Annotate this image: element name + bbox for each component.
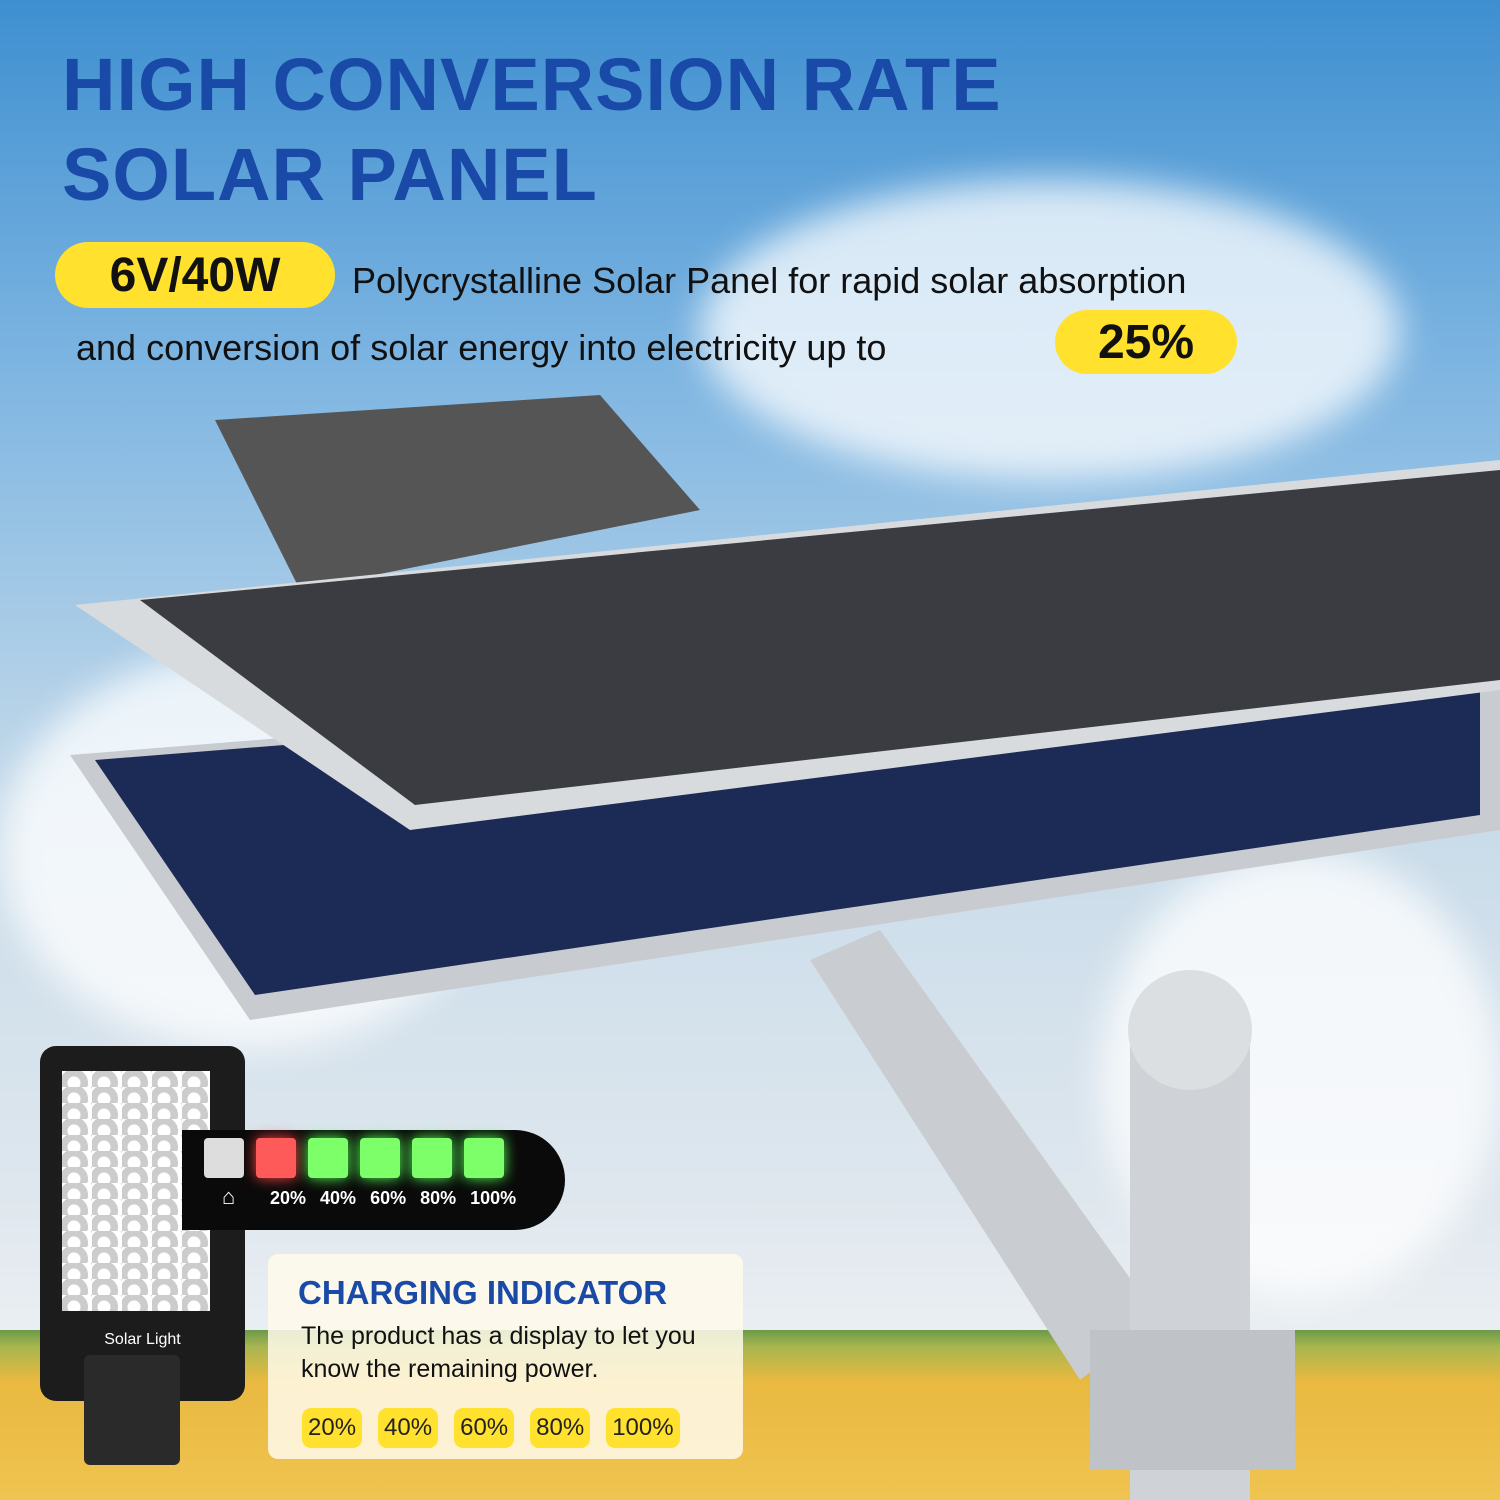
level-label: 60% [370, 1188, 407, 1208]
level-tag: 100% [606, 1408, 680, 1448]
lamp-mount [84, 1355, 180, 1465]
light-sensor-icon [204, 1138, 244, 1178]
spec-line-2: and conversion of solar energy into elec… [76, 327, 887, 368]
lamp-label: Solar Light [104, 1331, 181, 1348]
headline: HIGH CONVERSION RATE SOLAR PANEL [62, 40, 1002, 220]
charging-indicator-card: CHARGING INDICATOR The product has a dis… [268, 1254, 743, 1459]
solar-cells [140, 470, 1500, 805]
level-tag: 60% [454, 1408, 515, 1448]
level-tag: 40% [378, 1408, 439, 1448]
led-40 [308, 1138, 348, 1178]
card-text: The product has a display to let you kno… [301, 1322, 696, 1383]
led-80 [412, 1138, 452, 1178]
charging-indicator-closeup: ⌂ 20% 40% 60% 80% 100% [182, 1130, 565, 1230]
pole-cap [1128, 970, 1252, 1090]
card-title: CHARGING INDICATOR [298, 1274, 668, 1311]
level-tag: 20% [302, 1408, 363, 1448]
level-tag: 80% [530, 1408, 591, 1448]
pole-clamp [1090, 1330, 1295, 1470]
conversion-rate-badge: 25% [1055, 310, 1237, 374]
led-100 [464, 1138, 504, 1178]
lamp-head [215, 395, 700, 590]
level-label: 20% [270, 1188, 307, 1208]
headline-line-2: SOLAR PANEL [62, 133, 598, 216]
spec-line-1: Polycrystalline Solar Panel for rapid so… [352, 260, 1187, 301]
level-label: 80% [420, 1188, 457, 1208]
mounting-arm [810, 930, 1160, 1380]
wireless-icon: ⌂ [222, 1184, 236, 1209]
led-60 [360, 1138, 400, 1178]
led-20 [256, 1138, 296, 1178]
level-label: 40% [320, 1188, 357, 1208]
voltage-wattage-badge: 6V/40W [55, 242, 335, 308]
headline-line-1: HIGH CONVERSION RATE [62, 43, 1002, 126]
level-label: 100% [470, 1188, 517, 1208]
